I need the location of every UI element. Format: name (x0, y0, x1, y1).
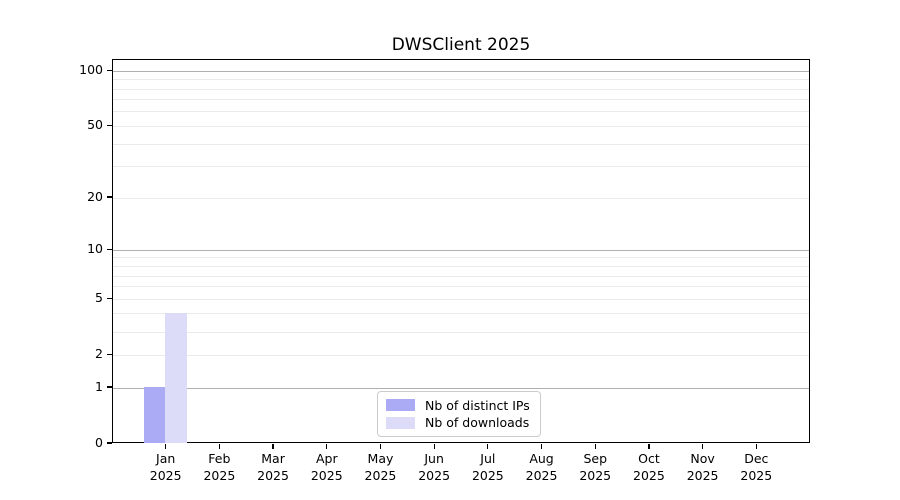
minor-gridline (113, 286, 809, 288)
x-tick-mark (379, 443, 382, 449)
x-tick-mark (702, 443, 704, 449)
y-tick-label: 50 (87, 117, 103, 133)
y-tick-label: 100 (79, 62, 103, 78)
x-tick-label: Apr 2025 (310, 451, 343, 483)
minor-gridline (113, 99, 809, 101)
x-tick-label: Jul 2025 (471, 451, 504, 483)
x-tick-label: Mar 2025 (257, 451, 289, 483)
y-tick-label: 0 (95, 435, 103, 450)
x-tick-mark (218, 443, 220, 449)
x-tick-label: Jun 2025 (418, 451, 451, 483)
x-tick-mark (540, 443, 543, 449)
major-gridline (113, 70, 809, 72)
x-tick-mark (487, 443, 489, 449)
x-tick-mark (326, 443, 328, 449)
minor-gridline (113, 275, 809, 277)
bar-downloads (165, 312, 187, 443)
y-tick-mark (107, 124, 112, 126)
x-tick-label: Oct 2025 (633, 451, 665, 483)
x-tick-label: Dec 2025 (740, 451, 773, 483)
legend-label: Nb of downloads (425, 415, 530, 431)
y-tick-mark (107, 386, 112, 388)
y-tick-label: 10 (87, 241, 103, 257)
minor-gridline (113, 298, 809, 300)
x-tick-label: Feb 2025 (203, 451, 236, 483)
minor-gridline (113, 166, 809, 168)
y-tick-mark (107, 248, 112, 250)
legend-item: Nb of distinct IPs (386, 397, 530, 414)
y-tick-mark (107, 69, 112, 71)
chart-title: DWSClient 2025 (391, 35, 531, 55)
legend-label: Nb of distinct IPs (425, 397, 530, 413)
x-tick-mark (594, 443, 596, 449)
x-tick-mark (272, 443, 274, 449)
y-tick-mark (107, 353, 112, 355)
y-tick-label: 1 (95, 379, 103, 394)
x-tick-label: Nov 2025 (686, 451, 719, 483)
x-tick-label: Aug 2025 (525, 451, 558, 483)
minor-gridline (113, 331, 809, 333)
y-tick-label: 5 (95, 290, 103, 306)
minor-gridline (113, 313, 809, 315)
x-tick-label: Sep 2025 (579, 451, 612, 483)
major-gridline (113, 387, 809, 389)
y-tick-label: 20 (87, 189, 103, 205)
minor-gridline (113, 79, 809, 81)
y-tick-mark (107, 196, 112, 198)
x-tick-mark (165, 443, 167, 449)
y-tick-label: 2 (95, 346, 103, 362)
x-tick-mark (433, 443, 435, 449)
x-tick-mark (648, 443, 650, 449)
legend: Nb of distinct IPs Nb of downloads (377, 391, 541, 437)
minor-gridline (113, 125, 809, 127)
major-gridline (113, 249, 809, 251)
legend-swatch (386, 399, 415, 412)
legend-item: Nb of downloads (386, 415, 530, 432)
minor-gridline (113, 197, 809, 199)
x-tick-label: Jan 2025 (149, 451, 182, 483)
legend-swatch (386, 416, 415, 429)
minor-gridline (113, 266, 809, 267)
minor-gridline (113, 88, 809, 90)
x-tick-label: May 2025 (364, 451, 397, 483)
x-tick-mark (755, 443, 757, 449)
minor-gridline (113, 111, 809, 113)
minor-gridline (113, 143, 809, 145)
plot-area (112, 59, 810, 443)
y-tick-mark (107, 297, 112, 299)
minor-gridline (113, 354, 809, 356)
minor-gridline (113, 257, 809, 259)
bar-distinct-ips (143, 386, 166, 443)
y-tick-mark (107, 442, 112, 444)
